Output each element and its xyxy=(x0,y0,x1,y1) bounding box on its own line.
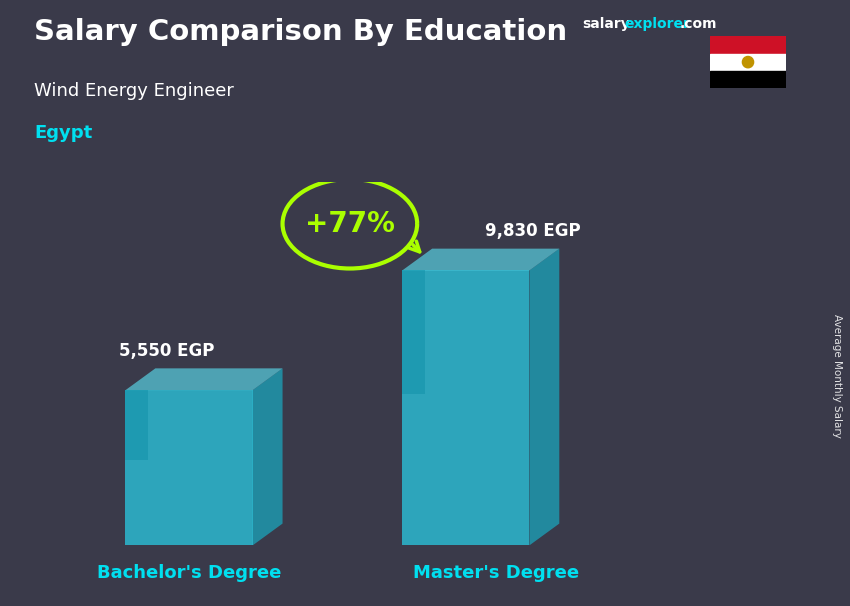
Text: salary: salary xyxy=(582,17,630,31)
Text: Average Monthly Salary: Average Monthly Salary xyxy=(832,314,842,438)
Text: 5,550 EGP: 5,550 EGP xyxy=(119,342,214,360)
Polygon shape xyxy=(402,270,425,394)
Bar xyxy=(710,71,786,88)
Bar xyxy=(710,36,786,53)
Text: explorer: explorer xyxy=(625,17,690,31)
Text: +77%: +77% xyxy=(305,210,394,238)
Polygon shape xyxy=(126,368,282,390)
Polygon shape xyxy=(126,390,149,460)
Polygon shape xyxy=(530,248,559,545)
Polygon shape xyxy=(126,390,252,545)
Circle shape xyxy=(742,56,754,68)
Text: Wind Energy Engineer: Wind Energy Engineer xyxy=(34,82,234,100)
Text: Master's Degree: Master's Degree xyxy=(412,564,579,582)
Text: 9,830 EGP: 9,830 EGP xyxy=(485,222,581,240)
Polygon shape xyxy=(252,368,282,545)
Bar xyxy=(710,53,786,71)
Polygon shape xyxy=(402,248,559,270)
Text: Salary Comparison By Education: Salary Comparison By Education xyxy=(34,18,567,46)
Text: Bachelor's Degree: Bachelor's Degree xyxy=(97,564,281,582)
Text: .com: .com xyxy=(680,17,717,31)
Polygon shape xyxy=(402,270,530,545)
Text: Egypt: Egypt xyxy=(34,124,93,142)
